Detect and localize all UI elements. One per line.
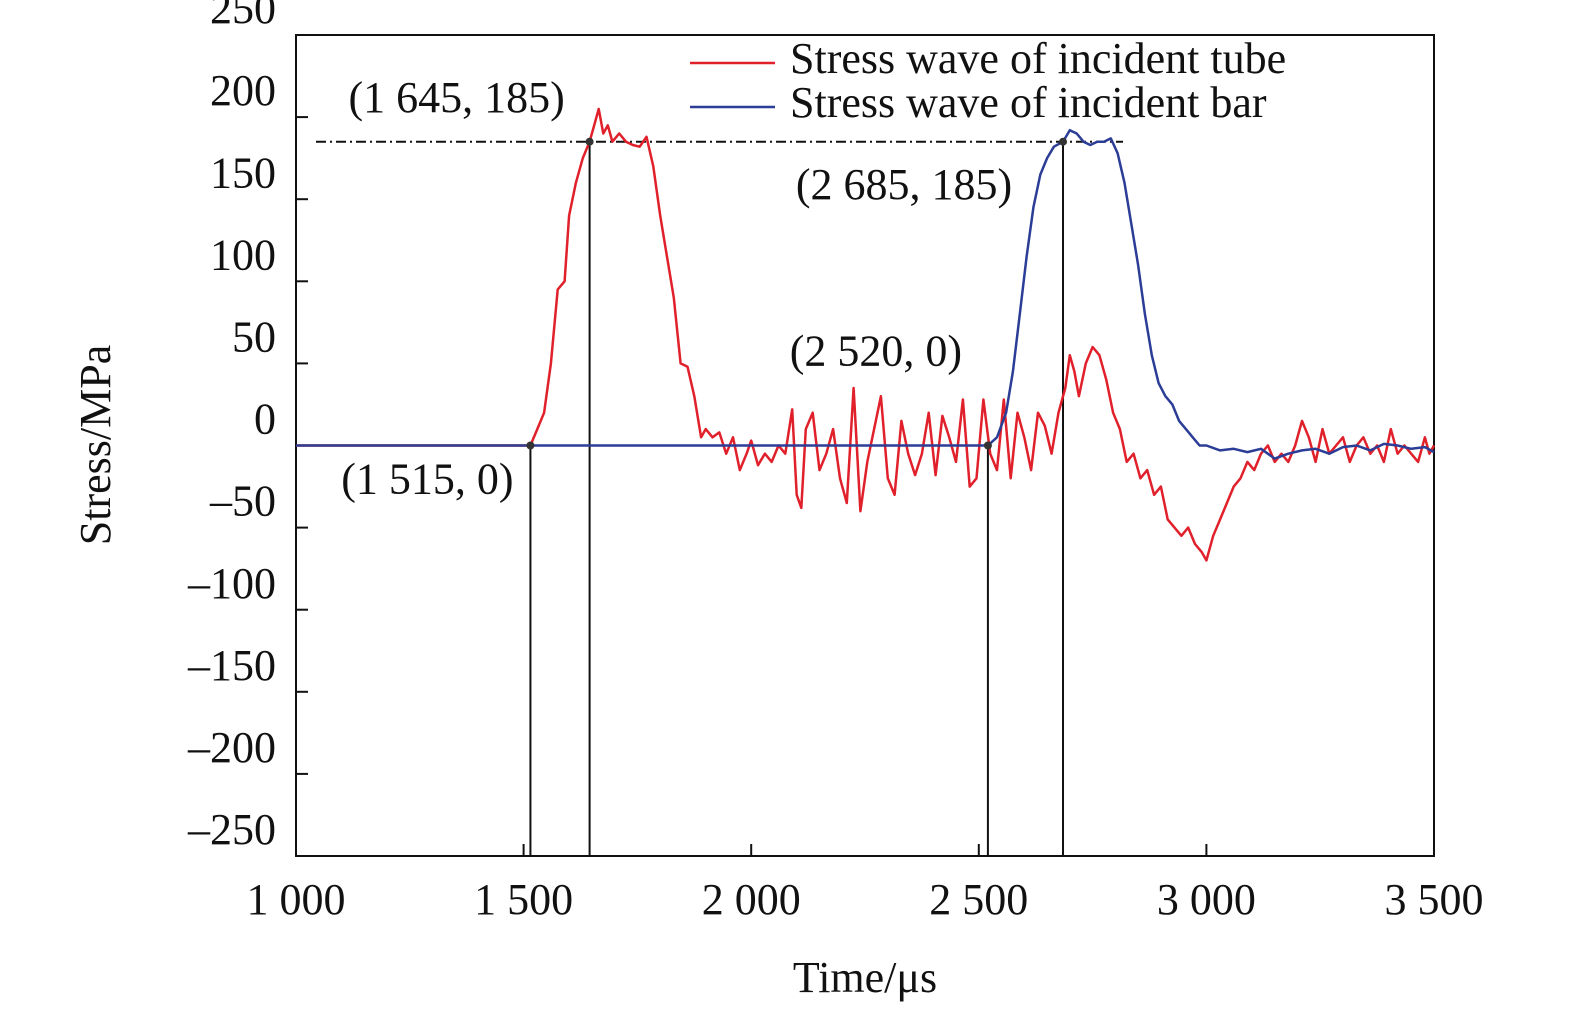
annotation-label: (2 520, 0) xyxy=(790,327,962,376)
y-tick-label: 150 xyxy=(210,148,276,197)
x-axis-title: Time/μs xyxy=(793,953,937,1002)
x-tick-label: 1 000 xyxy=(247,875,346,924)
legend-label: Stress wave of incident bar xyxy=(790,78,1267,127)
annotation-label: (2 685, 185) xyxy=(796,160,1012,209)
y-tick-label: –50 xyxy=(209,477,276,526)
annotation-point xyxy=(983,441,992,450)
x-tick-label: 3 500 xyxy=(1385,875,1484,924)
x-tick-label: 1 500 xyxy=(474,875,573,924)
annotation-label: (1 645, 185) xyxy=(348,73,564,122)
y-tick-label: –250 xyxy=(187,805,276,854)
x-tick-label: 2 500 xyxy=(929,875,1028,924)
x-tick-label: 3 000 xyxy=(1157,875,1256,924)
annotation-point xyxy=(1059,137,1068,146)
y-tick-label: 200 xyxy=(210,66,276,115)
y-tick-label: 100 xyxy=(210,230,276,279)
series-line xyxy=(296,107,1436,562)
x-tick-label: 2 000 xyxy=(702,875,801,924)
y-tick-label: 250 xyxy=(210,0,276,33)
annotation-point xyxy=(585,137,594,146)
legend-label: Stress wave of incident tube xyxy=(790,34,1286,83)
y-tick-label: –100 xyxy=(187,559,276,608)
y-tick-label: –200 xyxy=(187,723,276,772)
y-tick-label: 0 xyxy=(254,395,276,444)
y-axis-title: Stress/MPa xyxy=(71,345,120,545)
annotation-point xyxy=(526,441,535,450)
y-tick-label: –150 xyxy=(187,641,276,690)
y-tick-label: 50 xyxy=(232,312,276,361)
annotation-label: (1 515, 0) xyxy=(341,455,513,504)
series-line xyxy=(296,128,1435,460)
